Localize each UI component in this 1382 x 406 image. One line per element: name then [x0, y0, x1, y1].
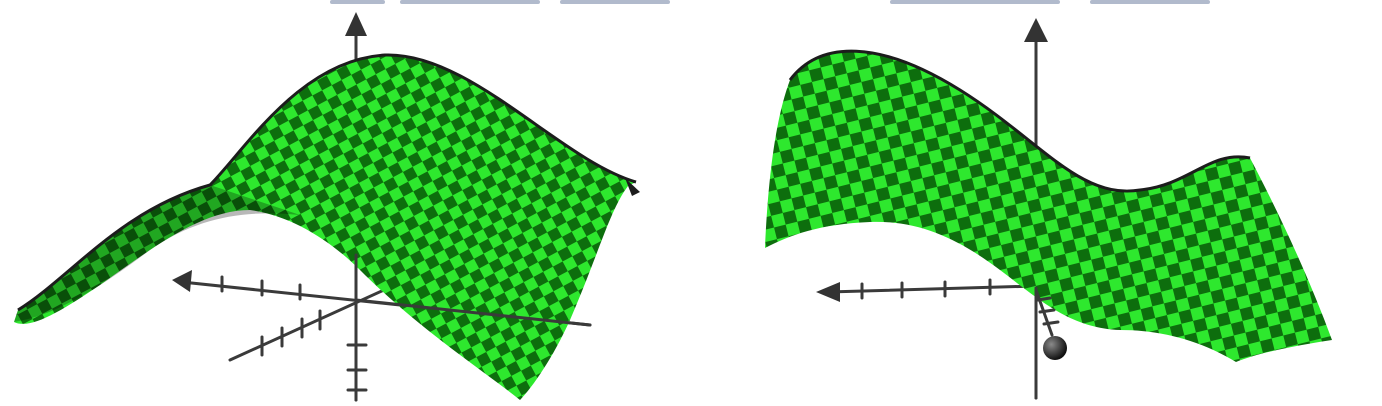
- cropped-header: [330, 0, 1210, 4]
- left-surface-fold: [14, 185, 300, 322]
- left-surface-edge: [17, 53, 637, 312]
- right-wave-surface: [765, 51, 1332, 362]
- right-z-arrowhead: [1024, 18, 1048, 42]
- right-x-axis: [826, 284, 1038, 294]
- left-x-arrowhead: [172, 270, 192, 292]
- right-surface-edge: [788, 49, 1251, 193]
- left-z-arrowhead: [345, 12, 367, 36]
- left-y-axis: [228, 283, 397, 362]
- left-gaussian-surface: [14, 54, 636, 401]
- right-x-arrowhead: [816, 282, 840, 302]
- panel-left: [14, 12, 640, 402]
- right-sphere-marker: [1043, 336, 1067, 360]
- panel-right: [765, 18, 1332, 400]
- right-ticks: [860, 278, 992, 300]
